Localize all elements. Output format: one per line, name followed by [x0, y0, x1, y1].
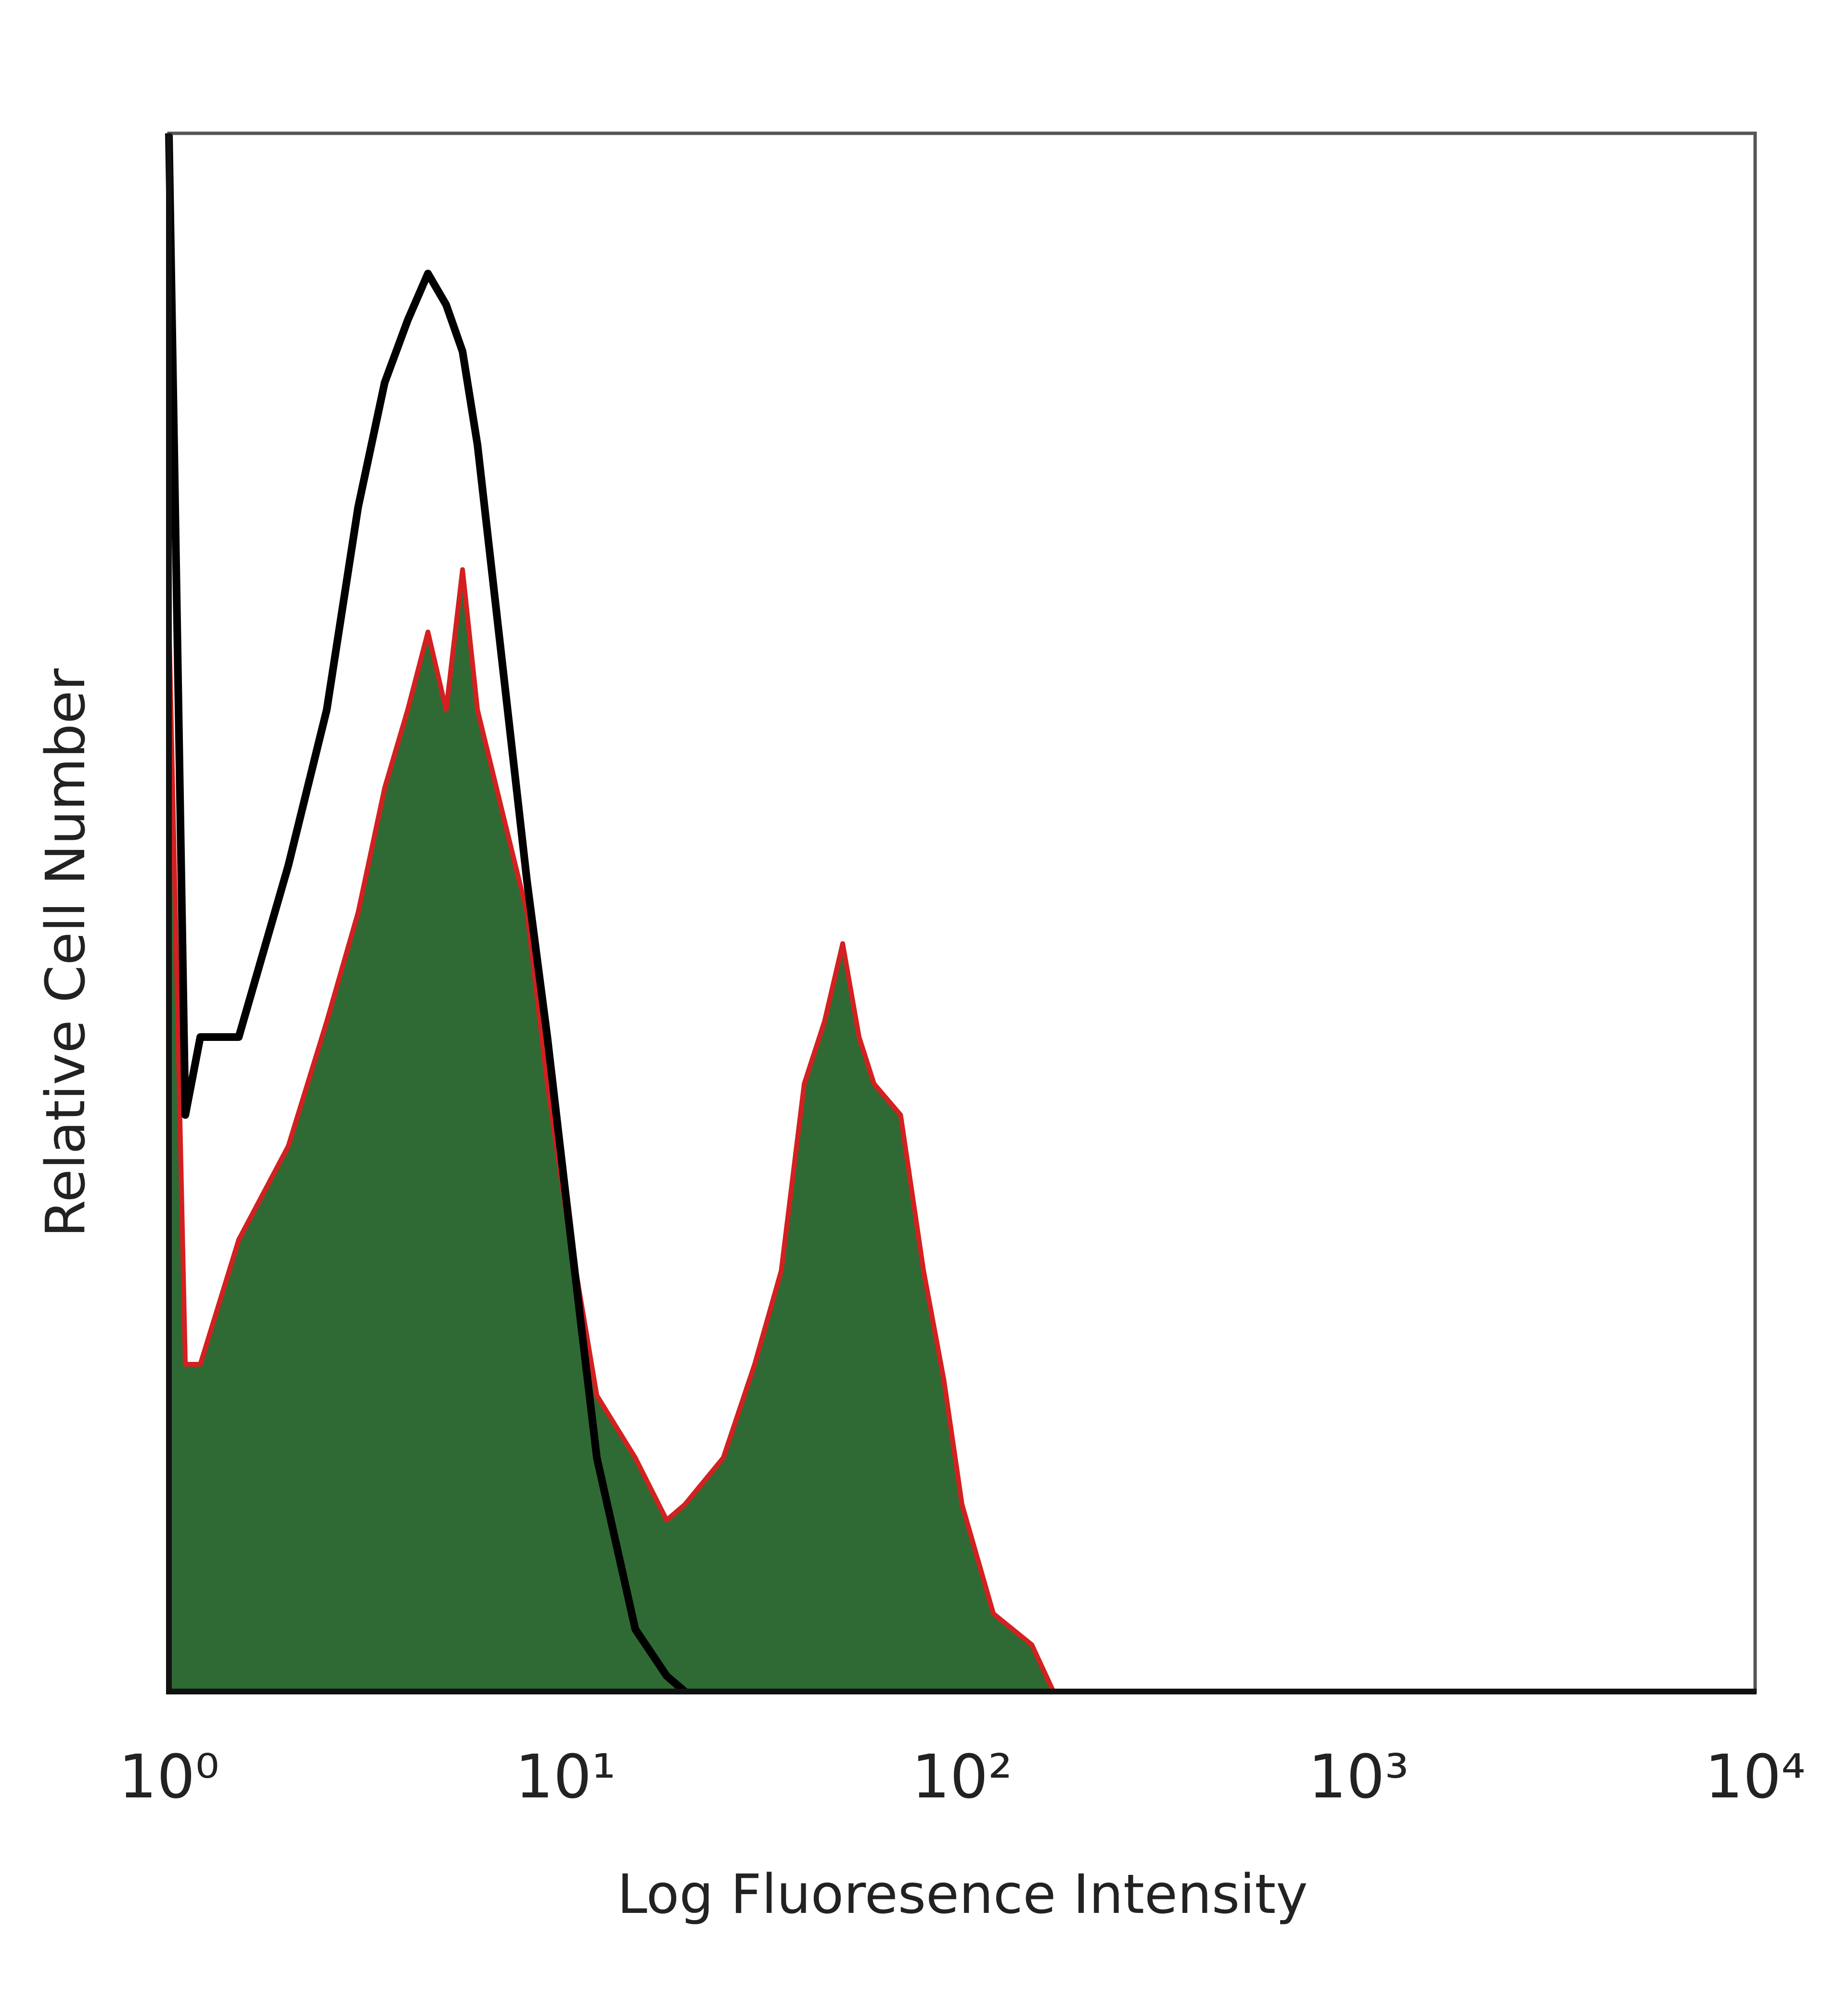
x-tick-label: 10⁰	[118, 1742, 219, 1812]
x-tick-label: 10²	[911, 1742, 1012, 1812]
x-axis-title: Log Fluoresence Intensity	[617, 1863, 1308, 1926]
plot-area	[165, 133, 1056, 1695]
histogram-area	[169, 569, 1053, 1692]
x-tick-label: 10³	[1308, 1742, 1409, 1812]
histogram-outline	[167, 567, 1056, 1693]
x-tick-label: 10⁴	[1705, 1742, 1805, 1812]
histogram-outline	[165, 133, 688, 1695]
x-tick-label: 10¹	[515, 1742, 616, 1812]
y-axis-title: Relative Cell Number	[35, 668, 97, 1237]
